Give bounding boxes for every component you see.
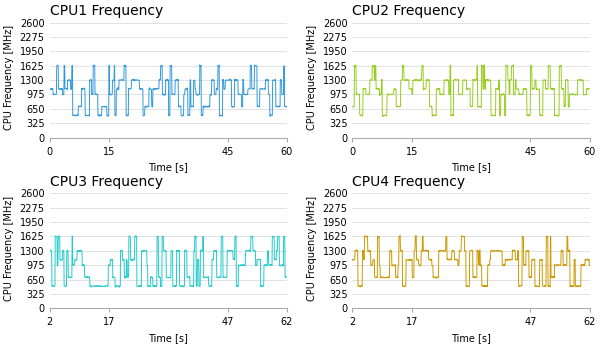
- Text: CPU4 Frequency: CPU4 Frequency: [352, 175, 466, 189]
- Y-axis label: CPU Frequency [MHz]: CPU Frequency [MHz]: [4, 25, 14, 130]
- X-axis label: Time [s]: Time [s]: [451, 333, 491, 343]
- X-axis label: Time [s]: Time [s]: [451, 162, 491, 172]
- Text: CPU1 Frequency: CPU1 Frequency: [50, 4, 163, 18]
- Text: CPU3 Frequency: CPU3 Frequency: [50, 175, 163, 189]
- Text: CPU2 Frequency: CPU2 Frequency: [352, 4, 466, 18]
- X-axis label: Time [s]: Time [s]: [148, 162, 188, 172]
- X-axis label: Time [s]: Time [s]: [148, 333, 188, 343]
- Y-axis label: CPU Frequency [MHz]: CPU Frequency [MHz]: [307, 196, 317, 301]
- Y-axis label: CPU Frequency [MHz]: CPU Frequency [MHz]: [307, 25, 317, 130]
- Y-axis label: CPU Frequency [MHz]: CPU Frequency [MHz]: [4, 196, 14, 301]
